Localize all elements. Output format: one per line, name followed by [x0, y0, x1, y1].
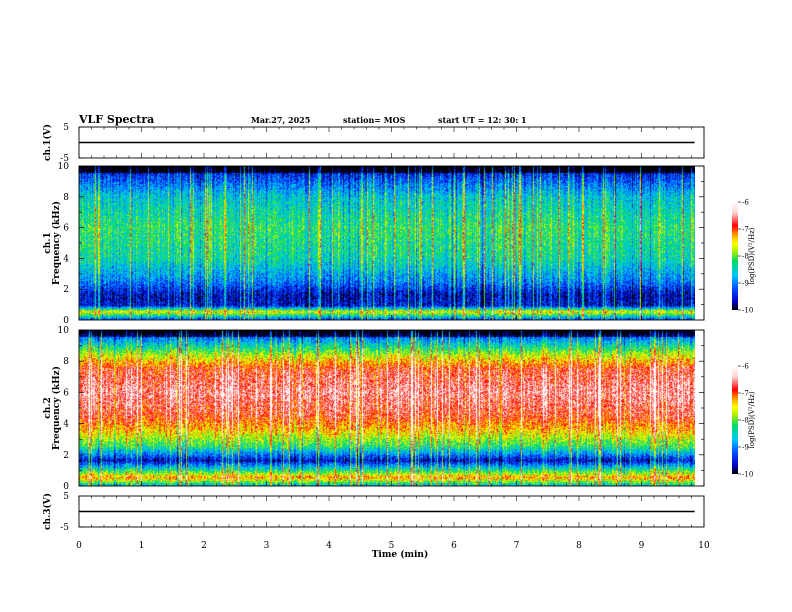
y-tick-label: 6 — [63, 224, 69, 234]
y-tick-label: 5 — [63, 492, 69, 502]
x-tick-label: 10 — [698, 541, 710, 551]
x-tick-label: 2 — [201, 541, 207, 551]
colorbar-tick-label: -8 — [742, 417, 749, 425]
ch2-spectrogram-panel: ch.2 Frequency (kHz) 0 2 4 6 8 10 — [43, 326, 705, 492]
colorbar-tick-label: -7 — [742, 390, 749, 398]
y-tick-label: 10 — [58, 162, 70, 172]
y-tick-label: 5 — [63, 123, 69, 133]
colorbar-tick-label: -8 — [742, 253, 749, 261]
ch1-voltage-panel: ch.1(V) 5 -5 — [42, 123, 705, 164]
ch2-colorbar: -6 -7 -8 -9 -10 log(PSD)(V²/Hz) — [732, 363, 756, 479]
y-tick-label: 8 — [63, 357, 69, 367]
x-tick-label: 9 — [639, 541, 645, 551]
colorbar-tick-label: -9 — [742, 280, 749, 288]
y-tick-label: 10 — [58, 326, 70, 336]
x-axis-label: Time (min) — [372, 549, 429, 560]
panel-ylabel: ch.1 — [43, 232, 53, 253]
panel-ylabel: ch.3(V) — [42, 493, 53, 530]
colorbar-scale — [732, 202, 738, 310]
y-tick-label: 6 — [63, 388, 69, 398]
colorbar-tick-label: -9 — [742, 444, 749, 452]
x-tick-label: 5 — [389, 541, 395, 551]
y-tick-label: 4 — [63, 254, 69, 264]
time-axis: 0 1 2 3 4 5 6 7 8 9 10 — [76, 541, 710, 551]
x-tick-label: 1 — [139, 541, 145, 551]
y-tick-label: 2 — [63, 451, 69, 461]
y-tick-label: 8 — [63, 193, 69, 203]
panel-ylabel-frequency: Frequency (kHz) — [51, 366, 62, 450]
ch1-spectrogram-image — [79, 166, 695, 320]
colorbar-tick-label: -6 — [742, 363, 749, 371]
panel-ylabel: ch.2 — [43, 397, 53, 418]
y-tick-label: 2 — [63, 285, 69, 295]
ch2-spectrogram-image — [79, 330, 695, 486]
colorbar-tick-label: -10 — [742, 471, 753, 479]
colorbar-label: log(PSD)(V²/Hz) — [748, 227, 756, 284]
x-tick-label: 0 — [76, 541, 82, 551]
ch1-spectrogram-panel: ch.1 Frequency (kHz) 0 2 4 6 8 10 — [43, 162, 705, 326]
panel-ylabel: ch.1(V) — [42, 124, 53, 161]
x-tick-label: 7 — [514, 541, 520, 551]
y-tick-label: -5 — [60, 523, 69, 533]
colorbar-tick-label: -10 — [742, 307, 753, 315]
ch3-voltage-panel: ch.3(V) 5 -5 — [42, 492, 705, 533]
x-tick-label: 6 — [451, 541, 457, 551]
panel-ylabel-frequency: Frequency (kHz) — [51, 201, 62, 285]
y-tick-label: 4 — [63, 420, 69, 430]
ch1-colorbar: -6 -7 -8 -9 -10 log(PSD)(V²/Hz) — [732, 199, 756, 315]
colorbar-label: log(PSD)(V²/Hz) — [748, 391, 756, 448]
x-tick-label: 8 — [576, 541, 582, 551]
colorbar-tick-label: -7 — [742, 226, 749, 234]
figure-title: VLF Spectra — [78, 113, 154, 126]
y-tick-label: 0 — [63, 482, 69, 492]
colorbar-scale — [732, 366, 738, 474]
x-tick-label: 4 — [326, 541, 332, 551]
y-tick-label: 0 — [63, 316, 69, 326]
colorbar-tick-label: -6 — [742, 199, 749, 207]
date-label: Mar.27, 2025 — [251, 115, 310, 125]
y-tick-label: -5 — [60, 154, 69, 164]
station-label: station= MOS — [343, 115, 406, 125]
x-tick-label: 3 — [264, 541, 270, 551]
start-time-label: start UT = 12: 30: 1 — [438, 115, 527, 125]
